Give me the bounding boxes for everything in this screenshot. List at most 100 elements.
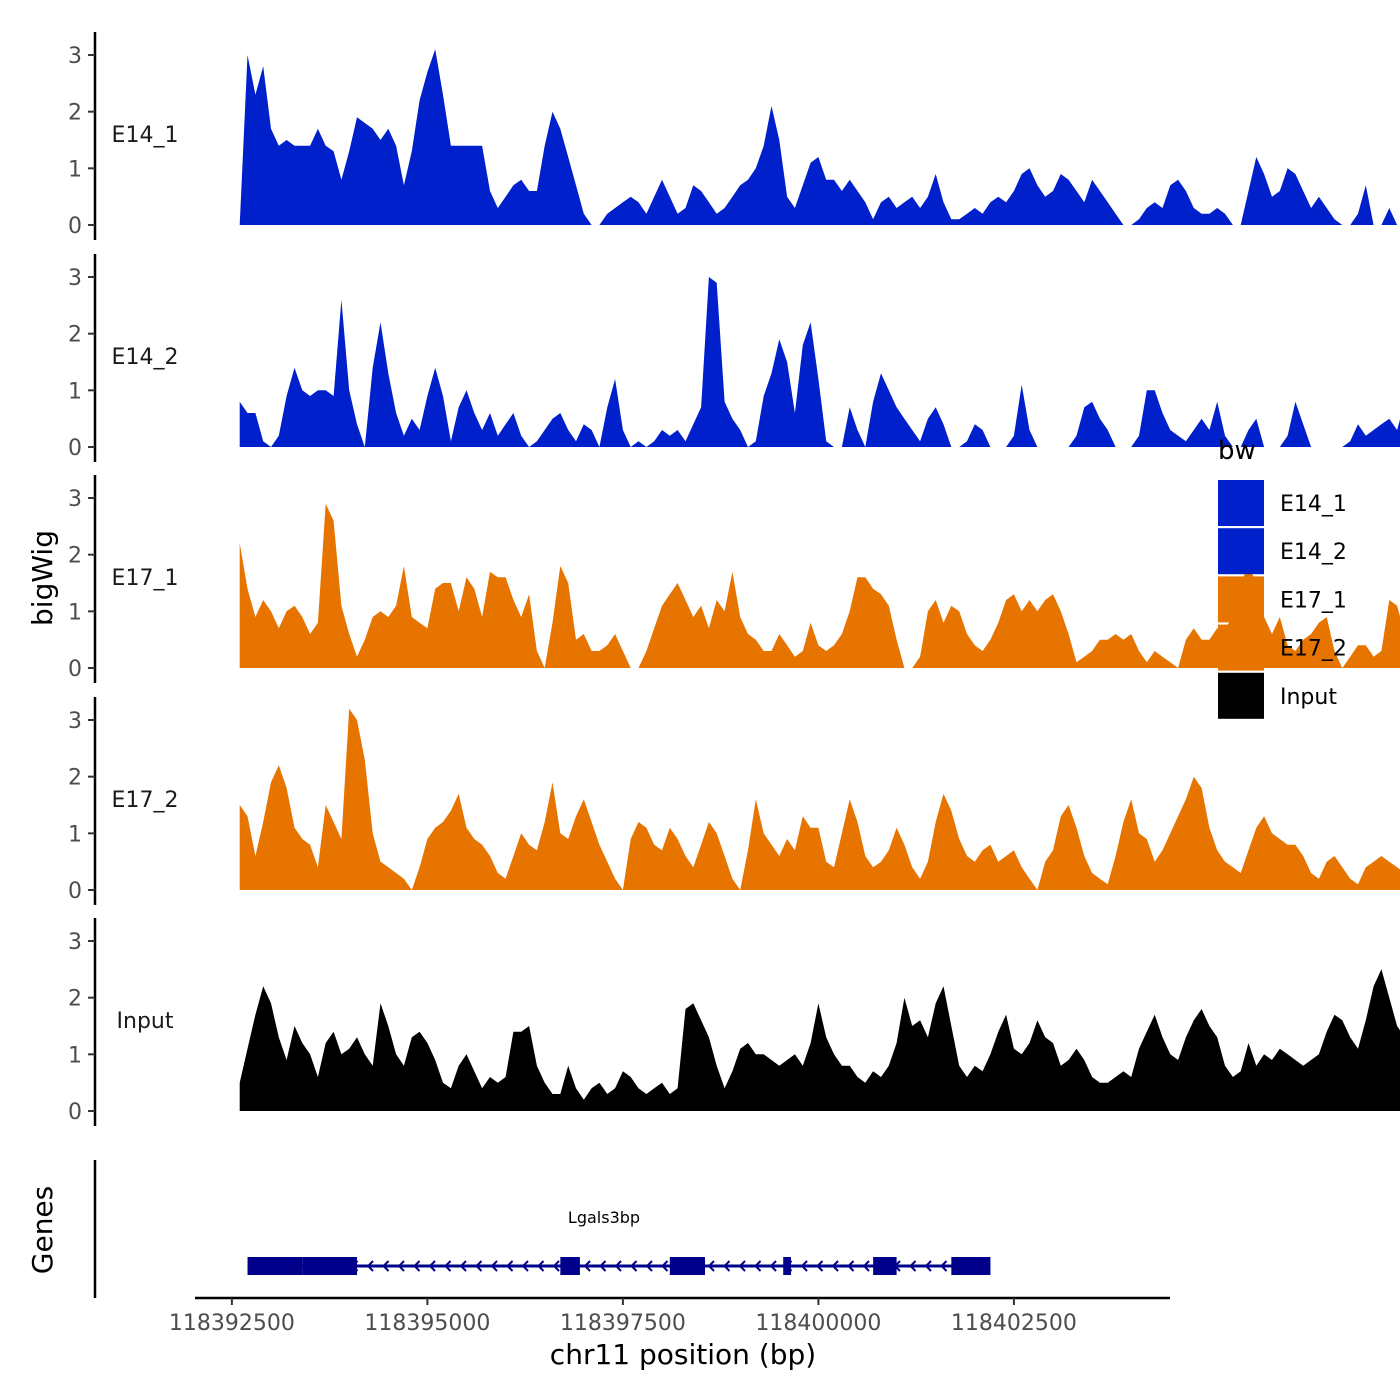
panel-E17_2: 0 1 2 3 E17_2	[68, 697, 1400, 905]
gene-exon	[951, 1257, 991, 1275]
strand-arrow	[537, 1260, 545, 1272]
strand-arrow	[521, 1260, 529, 1272]
gene-exon	[873, 1257, 897, 1275]
strand-arrow	[583, 1260, 591, 1272]
y-tick-label: 0	[68, 879, 82, 904]
strand-arrow	[397, 1260, 405, 1272]
y-tick-label: 3	[68, 930, 82, 955]
strand-arrow	[614, 1260, 622, 1272]
strand-arrow	[940, 1260, 948, 1272]
y-tick-label: 3	[68, 266, 82, 291]
gene-Lgals3bp: Lgals3bp	[247, 1208, 991, 1275]
panel-label: E17_2	[112, 788, 179, 813]
x-axis-title: chr11 position (bp)	[550, 1338, 816, 1371]
coverage-area-E17_1	[239, 503, 1400, 668]
x-tick-label: 118392500	[169, 1311, 295, 1336]
y-tick-label: 0	[68, 657, 82, 682]
strand-arrow	[413, 1260, 421, 1272]
x-tick-label: 118402500	[951, 1311, 1077, 1336]
y-tick-label: 1	[68, 822, 82, 847]
strand-arrow	[506, 1260, 514, 1272]
strand-arrow	[924, 1260, 932, 1272]
x-axis: 118392500 118395000 118397500 118400000 1184…	[169, 1296, 1170, 1336]
strand-arrow	[723, 1260, 731, 1272]
gene-exon	[669, 1257, 706, 1275]
y-tick-label: 1	[68, 1043, 82, 1068]
x-tick-label: 118397500	[560, 1311, 686, 1336]
y-tick-label: 2	[68, 544, 82, 569]
legend: bw E14_1 E14_2 E17_1 E17_2 Input	[1218, 436, 1347, 719]
coverage-area-E17_2	[239, 708, 1400, 890]
strand-arrow	[738, 1260, 746, 1272]
strand-arrow	[366, 1260, 374, 1272]
legend-swatch-E14_2	[1218, 528, 1264, 575]
strand-arrow	[599, 1260, 607, 1272]
strand-arrow	[707, 1260, 715, 1272]
y-tick-label: 3	[68, 44, 82, 69]
legend-label: E17_2	[1280, 637, 1347, 662]
panel-E17_1: 0 1 2 3 E17_1	[68, 475, 1400, 683]
legend-label: E17_1	[1280, 588, 1347, 613]
y-tick-label: 2	[68, 987, 82, 1012]
strand-arrow	[754, 1260, 762, 1272]
y-tick-label: 0	[68, 1100, 82, 1125]
strand-arrow	[630, 1260, 638, 1272]
strand-arrow	[800, 1260, 808, 1272]
y-tick-label: 3	[68, 487, 82, 512]
panel-label: E17_1	[112, 566, 179, 591]
strand-arrow	[428, 1260, 436, 1272]
legend-label: E14_2	[1280, 540, 1347, 565]
y-tick-label: 0	[68, 436, 82, 461]
y-tick-label: 1	[68, 600, 82, 625]
legend-swatch-Input	[1218, 672, 1264, 719]
coverage-area-Input	[239, 969, 1400, 1111]
strand-arrow	[490, 1260, 498, 1272]
y-tick-label: 1	[68, 379, 82, 404]
y-axis-title: bigWig	[26, 530, 59, 626]
y-tick-label: 2	[68, 766, 82, 791]
coverage-area-E14_1	[239, 49, 1400, 225]
gene-exon	[247, 1257, 303, 1275]
strand-arrow	[552, 1260, 560, 1272]
y-tick-label: 3	[68, 709, 82, 734]
gene-label: Lgals3bp	[568, 1208, 640, 1227]
gene-exon	[560, 1257, 580, 1275]
strand-arrow	[661, 1260, 669, 1272]
gene-exon	[302, 1257, 358, 1275]
panel-E14_2: 0 1 2 3 E14_2	[68, 254, 1400, 462]
strand-arrow	[909, 1260, 917, 1272]
legend-label: Input	[1280, 685, 1337, 710]
gene-track: Lgals3bp	[93, 1160, 991, 1298]
panel-label: E14_1	[112, 123, 179, 148]
panel-label: E14_2	[112, 345, 179, 370]
strand-arrow	[444, 1260, 452, 1272]
y-tick-label: 2	[68, 323, 82, 348]
legend-swatch-E14_1	[1218, 480, 1264, 526]
panel-Input: 0 1 2 3 Input	[68, 918, 1400, 1126]
x-tick-label: 118395000	[364, 1311, 490, 1336]
strand-arrow	[459, 1260, 467, 1272]
strand-arrow	[475, 1260, 483, 1272]
legend-label: E14_1	[1280, 492, 1347, 517]
strand-arrow	[645, 1260, 653, 1272]
y-tick-label: 2	[68, 101, 82, 126]
strand-arrow	[382, 1260, 390, 1272]
track-panels: 0 1 2 3 E14_1 0 1 2 3 E14_2 0 1 2 3 E17_1 0 1 2 3 E17_2 0 1 2 3…	[68, 32, 1400, 1126]
strand-arrow	[816, 1260, 824, 1272]
panel-E14_1: 0 1 2 3 E14_1	[68, 32, 1400, 240]
strand-arrow	[831, 1260, 839, 1272]
legend-title: bw	[1218, 436, 1256, 466]
legend-swatch-E17_1	[1218, 576, 1264, 623]
strand-arrow	[862, 1260, 870, 1272]
x-tick-label: 118400000	[755, 1311, 881, 1336]
gene-exon	[783, 1257, 792, 1275]
y-tick-label: 0	[68, 214, 82, 239]
genes-track-title: Genes	[26, 1186, 59, 1274]
coverage-area-E14_2	[239, 277, 1400, 447]
legend-swatch-E17_2	[1218, 624, 1264, 671]
y-tick-label: 1	[68, 157, 82, 182]
panel-label: Input	[117, 1009, 174, 1034]
strand-arrow	[769, 1260, 777, 1272]
strand-arrow	[847, 1260, 855, 1272]
